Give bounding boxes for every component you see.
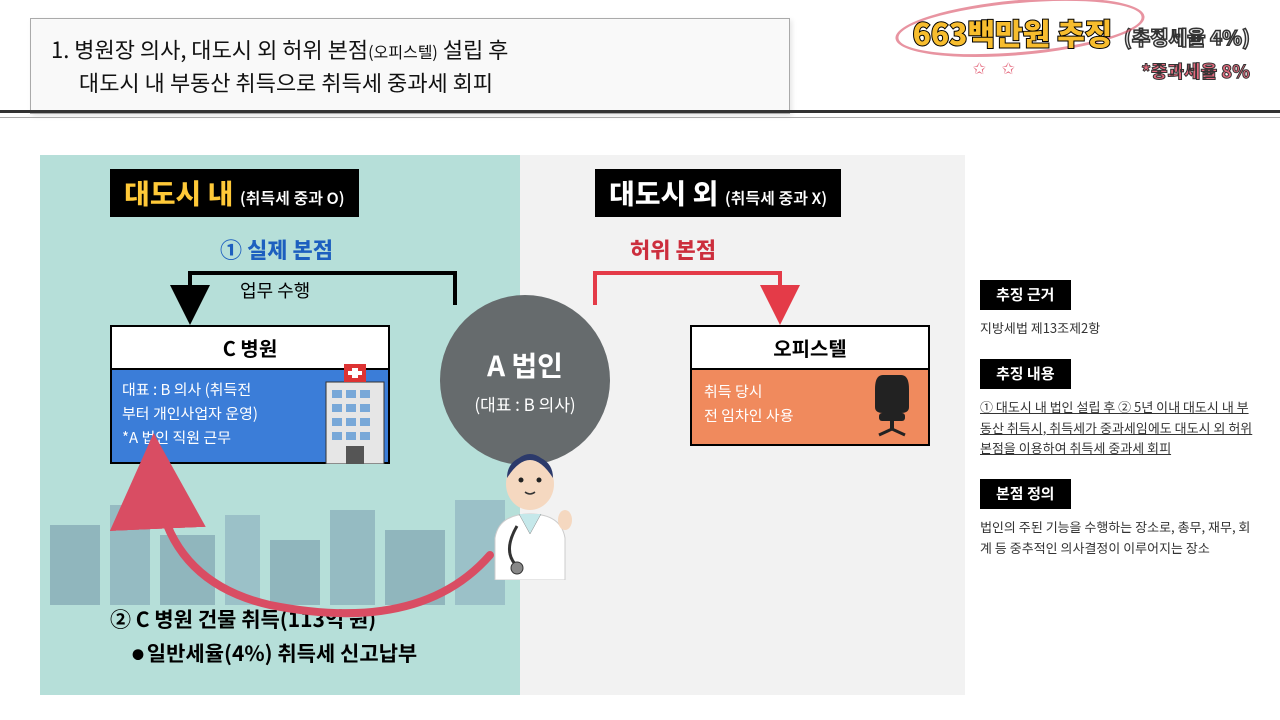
acquisition-text: ② C 병원 건물 취득(113억 원) 일반세율(4%) 취득세 신고납부 [110, 603, 417, 670]
side-block-1: 추징 근거 지방세법 제13조제2항 [980, 280, 1260, 339]
acquisition-l1: ② C 병원 건물 취득(113억 원) [110, 603, 417, 637]
real-hq-label: ① 실제 본점 [220, 233, 333, 265]
work-label: 업무 수행 [240, 277, 310, 303]
right-panel-header: 대도시 외 (취득세 중과 X) [595, 169, 841, 217]
side-heading-1: 추징 근거 [980, 280, 1071, 310]
main-diagram: 대도시 내 (취득세 중과 O) 대도시 외 (취득세 중과 X) ① 실제 본… [40, 155, 965, 695]
corp-rep: (대표 : B 의사) [474, 391, 575, 416]
side-p3: 법인의 주된 기능을 수행하는 장소로, 총무, 재무, 회계 등 중추적인 의… [980, 517, 1260, 559]
side-p2: ① 대도시 내 법인 설립 후 ② 5년 이내 대도시 내 부동산 취득시, 취… [980, 397, 1260, 459]
stamp-stars-decor: ✩ ✩ [973, 55, 1021, 79]
side-text: 추징 근거 지방세법 제13조제2항 추징 내용 ① 대도시 내 법인 설립 후… [980, 280, 1260, 579]
corp-name: A 법인 [487, 345, 563, 385]
officetel-body: 취득 당시 전 임차인 사용 [692, 370, 928, 444]
officetel-box: 오피스텔 취득 당시 전 임차인 사용 [690, 325, 930, 446]
left-panel-header: 대도시 내 (취득세 중과 O) [110, 169, 359, 217]
left-header-sub: (취득세 중과 O) [240, 185, 345, 209]
divider-thick [0, 110, 1280, 113]
stamp-sub1-text: (추징세율 4%) [1124, 22, 1250, 51]
header-line2: 대도시 내 부동산 취득으로 취득세 중과세 회피 [51, 66, 769, 99]
side-block-2: 추징 내용 ① 대도시 내 법인 설립 후 ② 5년 이내 대도시 내 부동산 … [980, 359, 1260, 459]
officetel-title: 오피스텔 [692, 327, 928, 370]
penalty-stamp: 663백만원 추징 (추징세율 4%) *중과세율 8% ✩ ✩ [913, 10, 1250, 84]
header-title-box: 1. 병원장 의사, 대도시 외 허위 본점(오피스텔) 설립 후 대도시 내 … [30, 18, 790, 114]
corporation-circle: A 법인 (대표 : B 의사) [440, 295, 610, 465]
stamp-main-text: 663백만원 추징 [913, 10, 1113, 54]
header-line1-pre: 1. 병원장 의사, 대도시 외 허위 본점 [51, 33, 368, 65]
doctor-icon [475, 450, 585, 580]
header-line1: 1. 병원장 의사, 대도시 외 허위 본점(오피스텔) 설립 후 [51, 33, 769, 66]
side-heading-3: 본점 정의 [980, 479, 1071, 509]
side-heading-2: 추징 내용 [980, 359, 1071, 389]
header-line1-paren: (오피스텔) [368, 39, 438, 63]
acquisition-l2: 일반세율(4%) 취득세 신고납부 [110, 637, 417, 671]
divider-thin [0, 117, 1280, 118]
header-line1-post: 설립 후 [438, 33, 509, 65]
hospital-box: C 병원 대표 : B 의사 (취득전 부터 개인사업자 운영) *A 법인 직… [110, 325, 390, 464]
fake-hq-label: 허위 본점 [630, 233, 716, 265]
city-skyline-icon [40, 485, 520, 605]
side-block-3: 본점 정의 법인의 주된 기능을 수행하는 장소로, 총무, 재무, 회계 등 … [980, 479, 1260, 559]
right-header-main: 대도시 외 [609, 173, 725, 213]
hospital-body: 대표 : B 의사 (취득전 부터 개인사업자 운영) *A 법인 직원 근무 [112, 370, 388, 462]
right-header-sub: (취득세 중과 X) [725, 185, 827, 209]
stamp-sub2-text: *중과세율 8% [913, 58, 1250, 84]
hospital-building-icon [316, 364, 394, 464]
left-header-main: 대도시 내 [124, 173, 240, 213]
side-p1: 지방세법 제13조제2항 [980, 318, 1260, 339]
chair-icon [865, 373, 920, 438]
